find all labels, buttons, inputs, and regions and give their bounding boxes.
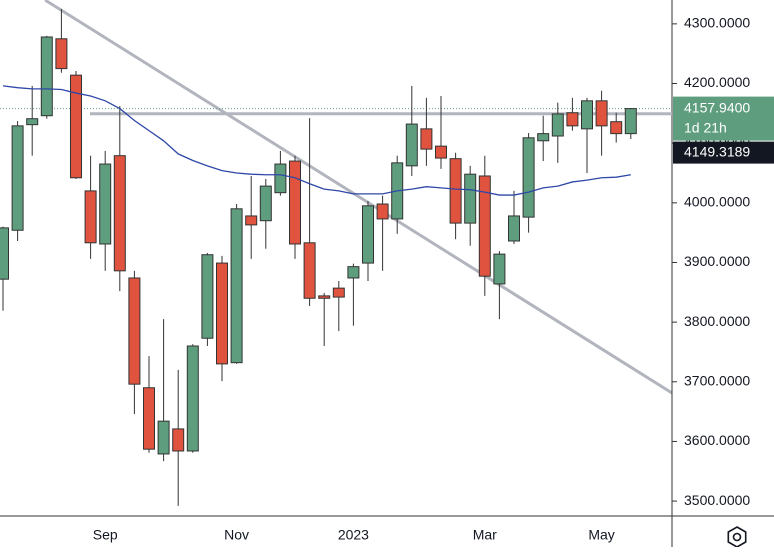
candle-body — [84, 190, 97, 244]
candle-body — [624, 108, 637, 135]
y-tick-label: 4000.0000 — [684, 194, 750, 210]
countdown-label: 1d 21h — [684, 119, 727, 135]
candle-body — [537, 133, 550, 142]
candle-body — [581, 100, 593, 130]
candle-body — [230, 208, 243, 364]
candle-body — [318, 295, 331, 299]
candle-body — [449, 158, 462, 224]
moving-average — [2, 85, 631, 196]
candle-body — [610, 121, 623, 135]
x-tick-label: Nov — [224, 527, 249, 543]
candle-body — [26, 118, 39, 126]
candle-body — [347, 266, 360, 279]
candle-body — [435, 145, 447, 159]
level-box — [673, 141, 774, 164]
candles — [0, 8, 637, 506]
candle-body — [362, 205, 374, 264]
candle-body — [274, 163, 287, 194]
x-tick-label: Mar — [473, 527, 497, 543]
candle-body — [464, 173, 477, 224]
candle-body — [259, 185, 272, 222]
candle-body — [216, 262, 228, 365]
candle-body — [522, 137, 535, 218]
settings-icon[interactable] — [727, 526, 747, 548]
candle-body — [11, 125, 24, 231]
last-price-box — [673, 96, 774, 141]
candle-body — [55, 38, 68, 70]
candle-body — [595, 100, 608, 127]
x-tick-label: May — [588, 527, 614, 543]
candle-body — [172, 428, 185, 452]
candle-body — [157, 420, 170, 455]
x-tick-label: Sep — [93, 527, 118, 543]
candle-body — [303, 242, 316, 299]
candle-body — [245, 215, 258, 226]
level-label: 4149.3189 — [684, 143, 750, 159]
last-price-label: 4157.9400 — [684, 99, 750, 115]
y-tick-label: 3500.0000 — [684, 492, 750, 508]
candle-body — [478, 175, 491, 277]
candle-body — [551, 113, 564, 137]
y-tick-label: 3800.0000 — [684, 313, 750, 329]
candle-body — [113, 155, 126, 272]
candle-body — [566, 112, 579, 127]
candle-body — [289, 160, 301, 245]
candle-body — [201, 254, 214, 339]
candle-body — [420, 128, 433, 150]
trend-line — [44, 0, 673, 395]
candle-body — [493, 253, 506, 285]
candle-body — [405, 123, 418, 167]
candle-body — [508, 215, 520, 242]
settings-hex — [727, 526, 747, 548]
y-tick-label: 3700.0000 — [684, 372, 750, 388]
y-tick-label: 4300.0000 — [684, 15, 750, 31]
candle-body — [70, 74, 82, 179]
candle-body — [332, 287, 345, 298]
y-tick-label: 3600.0000 — [684, 432, 750, 448]
x-tick-label: 2023 — [338, 527, 369, 543]
candle-body — [186, 345, 199, 452]
candle-body — [143, 387, 155, 450]
candle-body — [128, 277, 141, 385]
candle-body — [99, 163, 112, 245]
candle-body — [40, 36, 53, 117]
y-tick-label: 4200.0000 — [684, 74, 750, 90]
candle-body — [376, 203, 389, 220]
y-tick-label: 3900.0000 — [684, 253, 750, 269]
candle-body — [0, 227, 9, 280]
settings-dot — [732, 532, 742, 542]
